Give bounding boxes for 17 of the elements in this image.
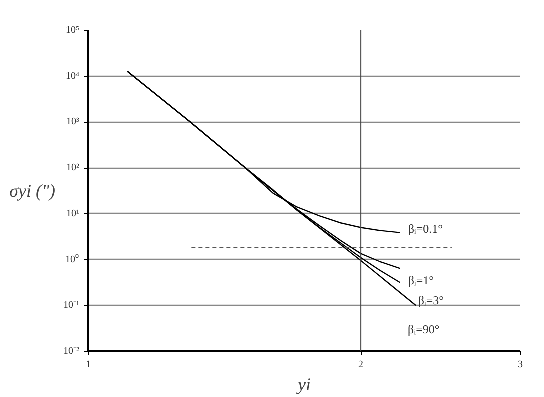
x-tick-label: 2 — [358, 360, 364, 370]
y-axis-title: σyi (") — [10, 181, 56, 201]
y-tick-label: 10⁻¹ — [64, 300, 80, 312]
y-tick-label: 10⁰ — [66, 253, 80, 266]
series-label: βᵢ=0.1° — [408, 222, 444, 236]
y-tick-label: 10² — [66, 162, 80, 174]
y-tick-label: 10⁵ — [66, 25, 80, 36]
series-label: βᵢ=1° — [408, 274, 434, 288]
series-label: βᵢ=3° — [418, 294, 444, 308]
y-tick-label: 10³ — [66, 116, 80, 128]
x-axis-title: yi — [296, 374, 312, 394]
series-label: βᵢ=90° — [408, 322, 440, 337]
x-tick-label: 1 — [86, 360, 91, 370]
y-tick-label: 10¹ — [66, 208, 80, 220]
x-tick-label: 3 — [518, 360, 523, 370]
y-tick-label: 10⁴ — [66, 70, 80, 82]
y-tick-label: 10⁻² — [64, 346, 80, 357]
